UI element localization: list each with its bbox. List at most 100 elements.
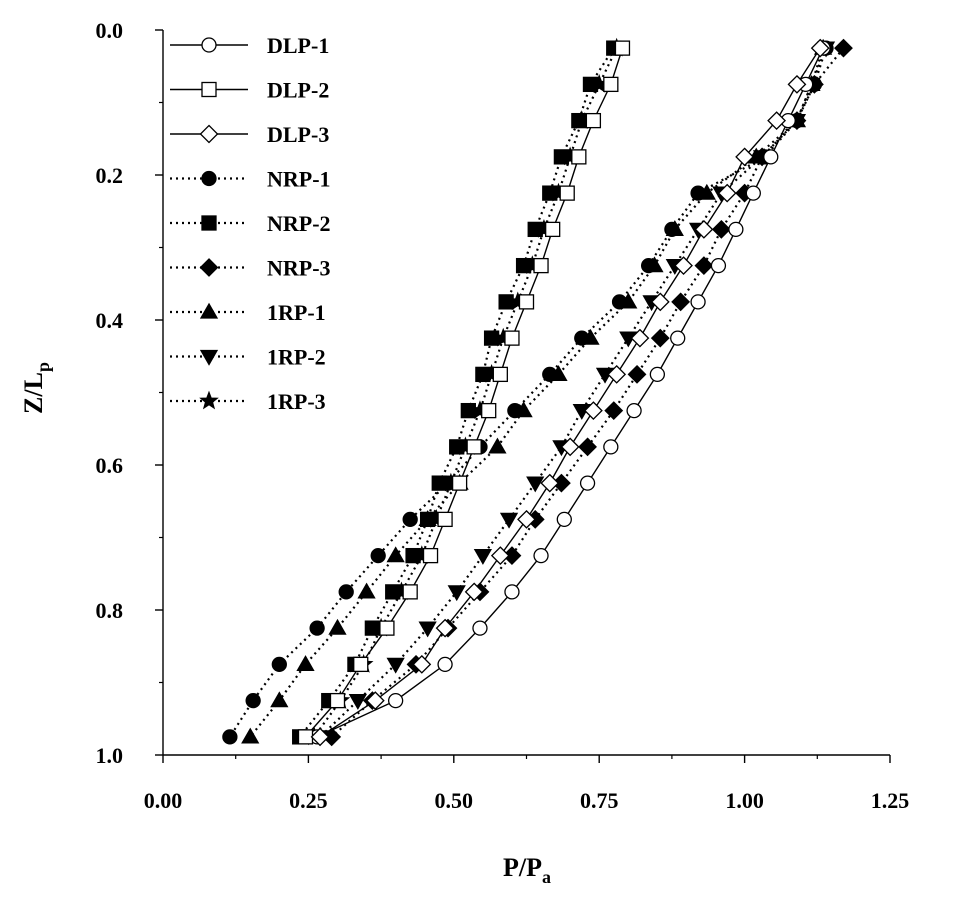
point-1rp-2-14: [473, 548, 493, 565]
point-nrp-3-9: [627, 364, 647, 384]
point-dlp-2-0: [614, 40, 631, 56]
point-nrp-1-19: [222, 729, 238, 745]
point-dlp-2-19: [297, 729, 314, 745]
point-dlp-3-4: [717, 183, 737, 203]
point-nrp-3-8: [650, 328, 670, 348]
point-1rp-1-10: [514, 401, 533, 418]
series-nrp-3: [322, 38, 853, 747]
point-nrp-1-14: [370, 547, 386, 564]
legend-marker-1rp-1: [199, 302, 219, 319]
y-axis-title: Z/Lp: [19, 362, 53, 414]
point-nrp-3-6: [694, 256, 714, 276]
point-1rp-1-18: [270, 691, 289, 708]
point-nrp-3-5: [711, 219, 731, 239]
point-nrp-1-16: [309, 620, 325, 636]
series-line-1rp-1: [249, 47, 825, 738]
point-nrp-3-7: [671, 292, 691, 312]
point-1rp-2-12: [526, 476, 545, 493]
y-tick-label-3: 0.6: [96, 453, 124, 478]
legend-marker-dlp-1: [201, 37, 217, 53]
point-1rp-1-9: [549, 365, 568, 382]
point-dlp-3-14: [490, 546, 510, 566]
legend-item-dlp-2: DLP-2: [170, 78, 329, 103]
point-dlp-2-14: [422, 547, 439, 564]
legend-item-1rp-2: 1RP-2: [170, 345, 326, 370]
point-dlp-2-9: [492, 366, 508, 383]
legend-label-1rp-1: 1RP-1: [267, 300, 326, 325]
point-dlp-2-15: [402, 584, 418, 600]
point-dlp-1-18: [387, 692, 404, 709]
point-dlp-1-4: [745, 185, 761, 201]
point-dlp-1-11: [603, 439, 619, 455]
legend-label-1rp-2: 1RP-2: [267, 345, 326, 370]
point-nrp-2-12: [431, 475, 447, 491]
legend-item-1rp-3: 1RP-3: [170, 389, 326, 414]
series-1rp-1: [241, 38, 833, 744]
point-1rp-1-5: [665, 220, 684, 237]
legend-item-dlp-1: DLP-1: [170, 33, 329, 58]
point-dlp-2-6: [533, 257, 549, 274]
point-dlp-3-19: [310, 727, 330, 747]
point-dlp-2-13: [437, 511, 453, 528]
point-1rp-1-8: [581, 328, 600, 345]
series-line-nrp-3: [330, 47, 845, 738]
point-dlp-3-10: [583, 401, 603, 421]
point-dlp-3-7: [650, 292, 670, 312]
point-dlp-2-10: [481, 402, 497, 419]
point-nrp-2-7: [498, 294, 514, 310]
point-dlp-3-15: [464, 582, 484, 602]
point-dlp-3-12: [540, 473, 560, 493]
legend-label-dlp-3: DLP-3: [267, 122, 329, 147]
point-nrp-3-11: [578, 437, 597, 457]
point-1rp-1-15: [357, 582, 376, 599]
y-tick-label-2: 0.4: [96, 308, 124, 333]
x-tick-label-0: 0.00: [144, 788, 183, 813]
point-dlp-3-18: [365, 691, 385, 711]
y-tick-label-0: 0.0: [96, 18, 124, 43]
point-dlp-2-11: [466, 439, 482, 455]
x-tick-label-2: 0.50: [435, 788, 474, 813]
point-dlp-3-5: [694, 219, 714, 239]
point-dlp-1-5: [728, 221, 744, 238]
legend-item-1rp-1: 1RP-1: [170, 300, 326, 325]
legend-item-nrp-1: NRP-1: [170, 167, 331, 192]
point-dlp-2-16: [379, 620, 395, 636]
x-axis-title-main: P/P: [503, 853, 542, 882]
point-dlp-2-3: [571, 149, 587, 165]
series-1rp-3: [304, 37, 627, 746]
point-dlp-3-16: [435, 618, 455, 638]
point-dlp-3-3: [735, 147, 755, 167]
point-1rp-2-16: [418, 621, 437, 638]
axes: 0.00 0.25 0.50 0.75 1.00 1.25 0.0 0.2 0.4 0.6 0.8 1…: [96, 18, 910, 813]
point-nrp-2-10: [460, 402, 476, 419]
legend-marker-1rp-2: [199, 349, 219, 366]
series-dlp-2: [297, 40, 631, 745]
point-dlp-1-13: [556, 511, 572, 528]
point-dlp-3-0: [810, 38, 830, 58]
point-1rp-1-16: [328, 618, 347, 635]
point-dlp-2-4: [559, 185, 575, 201]
point-dlp-1-3: [763, 149, 779, 165]
point-dlp-3-13: [517, 509, 536, 529]
point-dlp-3-6: [674, 256, 693, 276]
legend-item-nrp-3: NRP-3: [170, 256, 331, 281]
point-dlp-1-14: [533, 547, 549, 564]
point-dlp-3-1: [787, 74, 807, 94]
legend-label-1rp-3: 1RP-3: [267, 389, 326, 414]
point-1rp-1-14: [386, 546, 405, 563]
legend-label-nrp-3: NRP-3: [267, 256, 331, 281]
legend-marker-1rp-3: [199, 390, 219, 410]
point-dlp-2-18: [329, 692, 346, 709]
y-axis-title-sub: p: [33, 362, 53, 372]
point-dlp-1-6: [710, 257, 727, 274]
point-dlp-1-10: [626, 402, 642, 419]
point-1rp-1-19: [241, 727, 260, 744]
point-nrp-1-13: [402, 511, 418, 528]
x-tick-label-5: 1.25: [871, 788, 910, 813]
point-dlp-2-7: [518, 294, 535, 310]
point-dlp-3-9: [607, 364, 627, 384]
point-nrp-1-15: [338, 584, 354, 600]
series-dlp-1: [309, 40, 831, 745]
point-nrp-3-10: [604, 401, 624, 421]
legend: DLP-1 DLP-2 DLP-3 NRP-1 NRP-2 NRP-3 1RP-1 1RP-2…: [170, 33, 331, 414]
